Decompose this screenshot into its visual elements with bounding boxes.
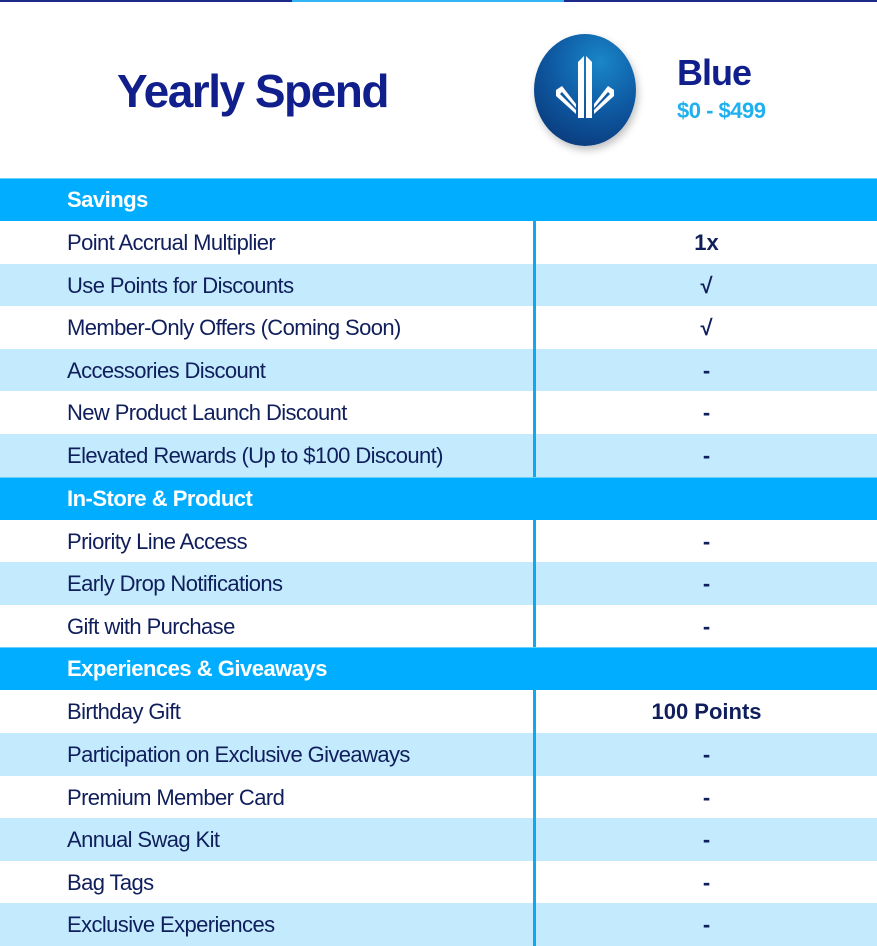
column-divider — [533, 263, 536, 307]
column-divider — [533, 562, 536, 605]
benefit-label: Member-Only Offers (Coming Soon) — [67, 315, 401, 341]
benefits-table: Savings Point Accrual Multiplier 1x Use P… — [0, 178, 877, 946]
benefit-value: - — [702, 741, 711, 767]
tier-logo-icon — [534, 34, 636, 146]
benefit-value: - — [702, 571, 711, 597]
benefit-value: √ — [700, 272, 713, 298]
section-header-in-store: In-Store & Product — [0, 476, 877, 520]
tier-range: $0 - $499 — [677, 98, 766, 123]
benefit-value: 1x — [694, 230, 719, 255]
top-accent-segment — [292, 0, 564, 2]
section-header-experiences: Experiences & Giveaways — [0, 647, 877, 691]
benefit-value: - — [702, 528, 711, 554]
benefit-label: Priority Line Access — [67, 528, 248, 554]
benefit-label: Point Accrual Multiplier — [67, 230, 276, 255]
table-row: Bag Tags - — [0, 860, 877, 904]
benefit-label: Exclusive Experiences — [67, 912, 275, 938]
table-row: Accessories Discount - — [0, 348, 877, 392]
benefit-label: Gift with Purchase — [67, 613, 235, 639]
benefit-value: 100 Points — [651, 699, 762, 725]
column-divider — [533, 818, 536, 861]
section-title: In-Store & Product — [67, 485, 253, 511]
benefit-label: Bag Tags — [67, 869, 154, 895]
benefit-label: Use Points for Discounts — [67, 272, 294, 298]
benefit-label: Premium Member Card — [67, 784, 285, 810]
section-title: Savings — [67, 187, 148, 212]
column-divider — [533, 391, 536, 434]
column-divider — [533, 690, 536, 733]
benefit-label: New Product Launch Discount — [67, 400, 347, 426]
table-row: Use Points for Discounts √ — [0, 263, 877, 307]
column-divider — [533, 604, 536, 648]
column-divider — [533, 433, 536, 477]
benefit-value: - — [702, 912, 711, 938]
table-row: Gift with Purchase - — [0, 604, 877, 648]
benefit-value: - — [702, 784, 711, 810]
benefit-value: - — [702, 827, 711, 853]
table-row: Elevated Rewards (Up to $100 Discount) - — [0, 433, 877, 477]
column-divider — [533, 348, 536, 392]
table-row: New Product Launch Discount - — [0, 391, 877, 434]
column-divider — [533, 306, 536, 349]
benefit-label: Accessories Discount — [67, 357, 266, 383]
page-title: Yearly Spend — [117, 65, 389, 117]
table-row: Priority Line Access - — [0, 519, 877, 563]
benefit-value: - — [702, 869, 711, 895]
benefit-label: Early Drop Notifications — [67, 571, 283, 597]
table-row: Annual Swag Kit - — [0, 818, 877, 861]
column-divider — [533, 221, 536, 264]
header: Yearly Spend Blue $0 - $499 — [0, 2, 877, 178]
table-row: Participation on Exclusive Giveaways - — [0, 732, 877, 776]
benefit-value: √ — [700, 315, 713, 341]
table-row: Premium Member Card - — [0, 775, 877, 819]
table-row: Point Accrual Multiplier 1x — [0, 221, 877, 264]
section-title: Experiences & Giveaways — [67, 656, 328, 682]
benefit-label: Annual Swag Kit — [67, 827, 220, 853]
benefit-label: Birthday Gift — [67, 699, 181, 725]
benefit-value: - — [702, 400, 711, 426]
table-row: Early Drop Notifications - — [0, 562, 877, 605]
column-divider — [533, 519, 536, 563]
benefit-value: - — [702, 613, 711, 639]
benefit-label: Elevated Rewards (Up to $100 Discount) — [67, 442, 443, 468]
tier-name: Blue — [677, 52, 752, 93]
table-row: Birthday Gift 100 Points — [0, 690, 877, 733]
benefit-value: - — [702, 357, 711, 383]
column-divider — [533, 903, 536, 946]
top-accent-bar — [0, 0, 877, 2]
benefit-label: Participation on Exclusive Giveaways — [67, 741, 410, 767]
column-divider — [533, 732, 536, 776]
column-divider — [533, 775, 536, 819]
section-header-savings: Savings — [0, 178, 877, 221]
benefit-value: - — [702, 442, 711, 468]
column-divider — [533, 860, 536, 904]
table-row: Exclusive Experiences - — [0, 903, 877, 946]
table-row: Member-Only Offers (Coming Soon) √ — [0, 306, 877, 349]
